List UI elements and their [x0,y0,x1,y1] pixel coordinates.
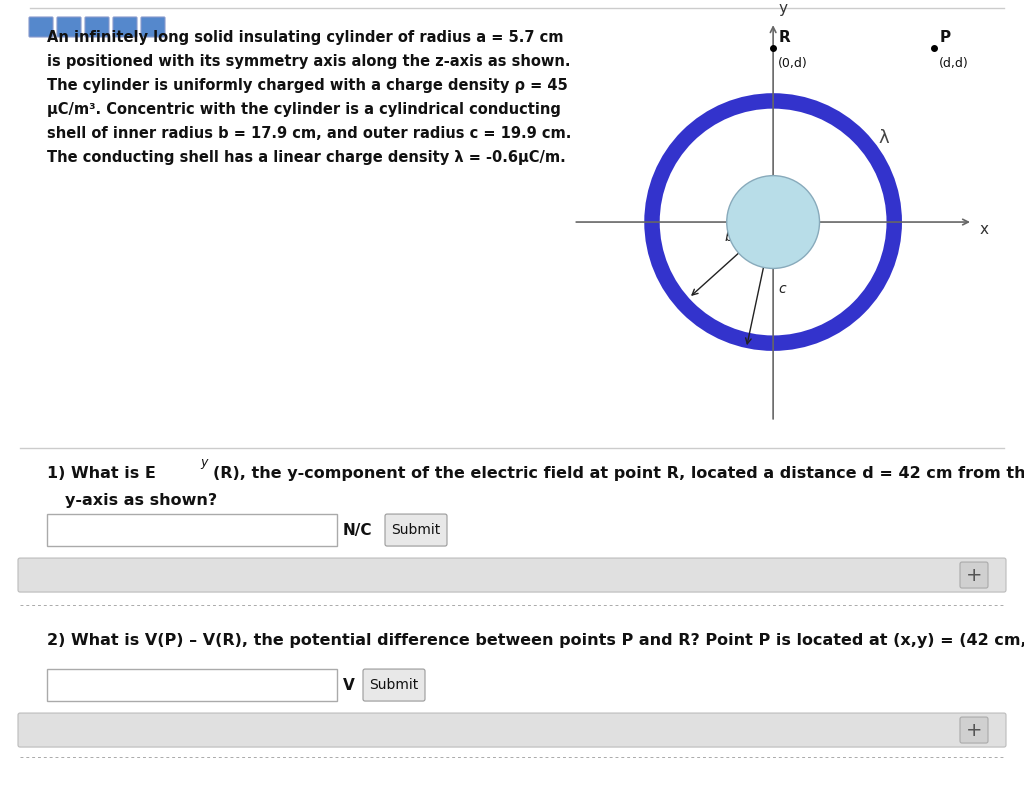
Circle shape [727,176,819,268]
FancyBboxPatch shape [18,713,1006,747]
Text: ρ: ρ [786,220,801,244]
Text: y: y [200,456,208,469]
Text: 2) What is V(P) – V(R), the potential difference between points P and R? Point P: 2) What is V(P) – V(R), the potential di… [47,633,1024,648]
FancyBboxPatch shape [362,669,425,701]
Text: a: a [778,186,786,199]
FancyBboxPatch shape [385,514,447,546]
FancyBboxPatch shape [47,514,337,546]
Text: 1) What is E: 1) What is E [47,466,156,481]
Text: is positioned with its symmetry axis along the z-axis as shown.: is positioned with its symmetry axis alo… [47,54,570,69]
Text: Submit: Submit [391,523,440,537]
FancyBboxPatch shape [57,17,81,37]
Text: y-axis as shown?: y-axis as shown? [65,493,217,508]
Text: An infinitely long solid insulating cylinder of radius a = 5.7 cm: An infinitely long solid insulating cyli… [47,30,563,45]
Text: shell of inner radius b = 17.9 cm, and outer radius c = 19.9 cm.: shell of inner radius b = 17.9 cm, and o… [47,126,571,141]
Text: +: + [966,721,982,740]
FancyBboxPatch shape [47,669,337,701]
Text: P: P [939,30,950,45]
Text: (R), the y-component of the electric field at point R, located a distance d = 42: (R), the y-component of the electric fie… [213,466,1024,481]
FancyBboxPatch shape [85,17,109,37]
FancyBboxPatch shape [961,717,988,743]
FancyBboxPatch shape [29,17,53,37]
Circle shape [659,109,887,335]
Text: N/C: N/C [343,523,373,538]
Text: c: c [778,282,785,296]
FancyBboxPatch shape [141,17,165,37]
FancyBboxPatch shape [18,558,1006,592]
Text: y: y [778,1,787,16]
Text: R: R [778,30,791,45]
Text: b: b [724,231,733,244]
Text: λ: λ [879,129,890,147]
Text: The cylinder is uniformly charged with a charge density ρ = 45: The cylinder is uniformly charged with a… [47,78,567,93]
FancyBboxPatch shape [961,562,988,588]
Text: +: + [966,565,982,584]
Text: x: x [979,222,988,237]
FancyBboxPatch shape [113,17,137,37]
Text: μC/m³. Concentric with the cylinder is a cylindrical conducting: μC/m³. Concentric with the cylinder is a… [47,102,561,117]
Text: The conducting shell has a linear charge density λ = -0.6μC/m.: The conducting shell has a linear charge… [47,150,565,165]
Text: Submit: Submit [370,678,419,692]
Text: V: V [343,677,354,692]
Circle shape [644,93,902,351]
Text: (d,d): (d,d) [939,57,969,70]
Text: (0,d): (0,d) [778,57,808,70]
